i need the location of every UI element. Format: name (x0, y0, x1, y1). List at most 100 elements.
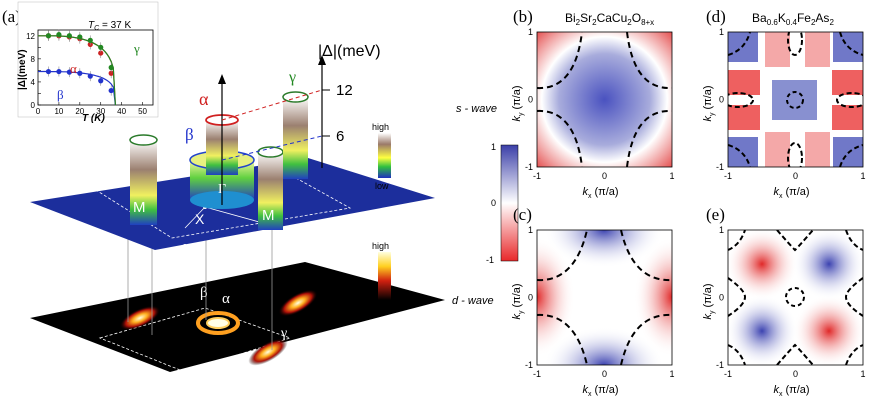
map-d-red (805, 32, 830, 67)
label-beta: β (185, 125, 194, 144)
inset-point (98, 44, 104, 50)
colorbar-tick-1: 1 (491, 142, 496, 152)
arrow-head (218, 74, 226, 84)
map-xlabel: kx (π/a) (583, 384, 619, 398)
inset-marks (38, 29, 116, 106)
title-b-part: Sr (580, 11, 592, 25)
title-d-part: Ba (752, 11, 767, 25)
map-e-contour (728, 230, 746, 251)
map-e-red (793, 295, 863, 365)
map-e-contour (728, 344, 746, 365)
map-e-contour (844, 277, 863, 317)
map-d-red (805, 132, 830, 167)
title-d-part: 0.6 (767, 18, 779, 27)
map-ylabel-k: k (702, 314, 714, 320)
map-d (728, 32, 863, 167)
map-ylabel-k: k (511, 314, 523, 320)
map-xlabel-sub: x (588, 193, 592, 200)
map-e (728, 230, 863, 365)
scale-top-low: low (375, 181, 389, 191)
inset-xtick-label: 0 (36, 107, 41, 116)
map-xlabel-unit: (π/a) (595, 384, 619, 396)
map-ytick-label: 0 (719, 95, 724, 105)
map-xlabel-unit: (π/a) (595, 186, 619, 198)
inset-ytick-label: 0 (31, 101, 36, 110)
map-d-red (765, 32, 790, 67)
map-d-red (728, 105, 760, 130)
bottom-plane (30, 262, 445, 372)
title-b-part: Bi (565, 11, 576, 25)
inset-point (108, 64, 114, 71)
inset-xlabel: T (K) (82, 113, 105, 124)
inset-ytick-label: 8 (31, 55, 36, 64)
map-ylabel-sub: y (709, 112, 716, 116)
map-ylabel-unit: (π/a) (511, 85, 523, 109)
map-xlabel-unit: (π/a) (786, 186, 810, 198)
inset-label-beta: β (57, 87, 64, 102)
map-xlabel-k: k (774, 186, 780, 198)
ring-alpha-inner (206, 317, 230, 329)
bottom-label-beta: β (200, 285, 208, 301)
map-d-contour (728, 32, 751, 56)
map-xtick-label: 0 (793, 369, 798, 379)
map-e-contour (776, 230, 814, 252)
colorbar (500, 144, 519, 262)
map-d-red (765, 132, 790, 167)
label-M-right: M (262, 207, 275, 224)
map-ylabel-k: k (702, 116, 714, 122)
inset-point (45, 68, 52, 75)
inset-point (66, 33, 72, 39)
map-xlabel: kx (π/a) (583, 186, 619, 200)
map-xlabel: kx (π/a) (774, 384, 810, 398)
colorbar-tick-neg1: -1 (486, 255, 494, 265)
map-ylabel: ky (π/a) (702, 283, 716, 319)
map-c-red (634, 237, 672, 357)
map-xtick-label: 0 (602, 369, 607, 379)
beta-gap-line (221, 135, 323, 161)
label-gamma: γ (288, 69, 296, 86)
scale-bottom-high: high (372, 241, 389, 251)
map-xtick-label: 1 (669, 171, 674, 181)
map-b-frame (536, 31, 673, 168)
map-ylabel-sub: y (518, 112, 525, 116)
map-xlabel-sub: x (779, 391, 783, 398)
map-e-blue (728, 295, 798, 365)
map-ytick-label: 1 (719, 225, 724, 235)
map-xlabel-k: k (583, 186, 589, 198)
cylinder-M-left-top (129, 134, 158, 146)
hotspot-gamma (248, 338, 288, 366)
map-ytick-label: 1 (528, 225, 533, 235)
map-b (537, 32, 672, 167)
gap-tick-6: 6 (336, 128, 344, 145)
inset-xtick-label: 30 (96, 107, 105, 116)
map-d-red (728, 70, 760, 95)
map-e-contour (728, 277, 747, 317)
title-b-part: 8+x (641, 18, 654, 27)
title-b-part: O (632, 11, 641, 25)
inset-ylabel: |Δ|(meV) (17, 49, 28, 90)
title-b-part: 2 (576, 18, 581, 27)
label-alpha: α (199, 89, 209, 109)
row-label-s: s - wave (456, 103, 497, 115)
map-ylabel-sub: y (709, 310, 716, 314)
map-d-contour (728, 144, 751, 167)
map-ylabel-unit: (π/a) (511, 283, 523, 307)
map-ytick-label: 0 (719, 293, 724, 303)
bottom-label-gamma: γ (280, 326, 287, 341)
map-b-contour (537, 32, 583, 90)
inset-ytick-label: 12 (26, 32, 35, 41)
map-b-contour (626, 32, 672, 90)
scale-bottom-low: low (375, 303, 389, 313)
map-c-contour (537, 313, 588, 365)
title-b-part: CaCu (597, 11, 628, 25)
inset-point (98, 50, 104, 56)
label-X: X (195, 211, 205, 227)
map-ylabel-k: k (511, 116, 523, 122)
cylinder-gamma (283, 97, 308, 179)
inset-ticks: 0 4 8 12 0 10 20 30 40 50 (26, 32, 147, 116)
map-d-contour (836, 92, 863, 108)
bottom-dashed-zone (98, 307, 292, 373)
inset-plot: |Δ|(meV) T (K) TC = 37 K 0 4 8 12 0 10 20 30 40 5… (17, 1, 159, 124)
title-d-part: 2 (811, 18, 816, 27)
panel-label-d: (d) (706, 7, 726, 26)
